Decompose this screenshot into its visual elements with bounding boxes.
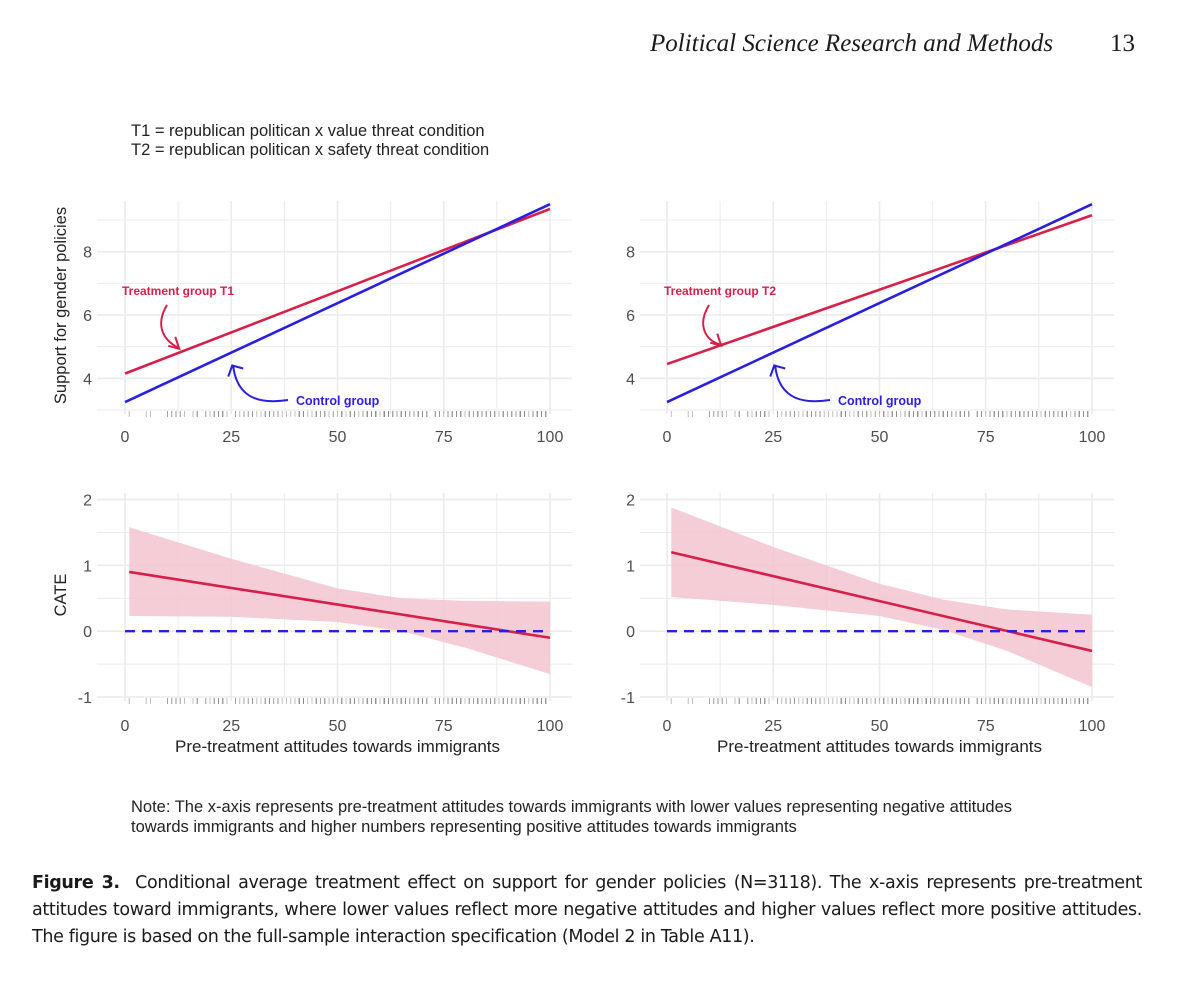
- top-right-x-tick-label: 100: [1079, 429, 1106, 446]
- top-left-series-control-line: [124, 202, 551, 404]
- bottom-right-y-tick-label: -1: [621, 690, 635, 707]
- top-left-y-tick-label: 4: [83, 371, 92, 388]
- bottom-left-y-tick-label: 0: [83, 624, 92, 641]
- top-right-annotation-control-arrow: [774, 366, 831, 403]
- top-left-annotation-control-label: Control group: [296, 394, 380, 408]
- bottom-left-x-axis-label: Pre-treatment attitudes towards immigran…: [175, 737, 500, 756]
- top-left-x-tick-label: 50: [329, 429, 347, 446]
- page-number: 13: [1110, 30, 1135, 57]
- bottom-right-y-tick-label: 2: [626, 493, 635, 510]
- top-right-y-tick-label: 4: [626, 371, 635, 388]
- bottom-right-x-tick-label: 75: [977, 718, 995, 735]
- bottom-right-x-tick-label: 50: [871, 718, 889, 735]
- figure-note-line-1: Note: The x-axis represents pre-treatmen…: [131, 798, 1013, 816]
- figure-caption-text: Conditional average treatment effect on …: [32, 873, 1142, 947]
- top-right-series-treatment-line: [666, 214, 1093, 366]
- bottom-left-x-tick-label: 0: [121, 718, 130, 735]
- top-left-y-tick-label: 6: [83, 308, 92, 325]
- top-right-annotation-treatment-arrow: [702, 304, 721, 346]
- top-left-annotation-control-arrowhead: [227, 364, 244, 377]
- bottom-right-y-tick-label: 1: [626, 558, 635, 575]
- bottom-right-confidence-band: [671, 507, 1092, 688]
- bottom-left-y-tick-label: 1: [83, 558, 92, 575]
- top-left-x-tick-label: 0: [121, 429, 130, 446]
- legend-note-t1: T1 = republican politican x value threat…: [131, 122, 485, 140]
- top-left-x-tick-label: 75: [435, 429, 453, 446]
- top-right-y-tick-label: 6: [626, 308, 635, 325]
- journal-running-head: Political Science Research and Methods: [650, 30, 1054, 57]
- bottom-left-x-tick-label: 100: [537, 718, 564, 735]
- top-right-annotation-treatment-label: Treatment group T2: [664, 284, 776, 298]
- figure-note-line-2: towards immigrants and higher numbers re…: [131, 818, 797, 836]
- top-left-y-axis-label: Support for gender policies: [52, 207, 70, 404]
- top-left-annotation-treatment-arrowhead: [167, 336, 181, 351]
- top-right-y-tick-label: 8: [626, 245, 635, 262]
- top-left-annotation-treatment-label: Treatment group T1: [122, 284, 234, 298]
- legend-note-t2: T2 = republican politican x safety threa…: [131, 141, 490, 159]
- bottom-left-y-tick-label: -1: [78, 690, 92, 707]
- top-left-y-tick-label: 8: [83, 245, 92, 262]
- top-right-x-tick-label: 75: [977, 429, 995, 446]
- bottom-right-y-tick-label: 0: [626, 624, 635, 641]
- top-left-annotation-control-arrow: [232, 366, 289, 403]
- top-right-series-control-line: [666, 202, 1093, 404]
- top-right-x-tick-label: 25: [764, 429, 782, 446]
- figure-caption-label: Figure 3.: [32, 873, 120, 893]
- bottom-left-x-tick-label: 25: [222, 718, 240, 735]
- bottom-right-x-tick-label: 25: [764, 718, 782, 735]
- bottom-left-series-treatment-line: [129, 570, 551, 640]
- top-right-x-tick-label: 50: [871, 429, 889, 446]
- top-right-annotation-treatment-arrowhead: [709, 333, 723, 348]
- top-left-x-tick-label: 100: [537, 429, 564, 446]
- bottom-right-x-tick-label: 100: [1079, 718, 1106, 735]
- bottom-left-x-tick-label: 75: [435, 718, 453, 735]
- bottom-left-x-tick-label: 50: [329, 718, 347, 735]
- bottom-right-series-treatment-line: [670, 550, 1093, 653]
- treatment-legend-note: T1 = republican politican x value threat…: [131, 122, 489, 160]
- bottom-right-x-axis-label: Pre-treatment attitudes towards immigran…: [717, 737, 1042, 756]
- bottom-left-y-axis-label: CATE: [52, 574, 70, 617]
- top-right-x-tick-label: 0: [663, 429, 672, 446]
- bottom-left-y-tick-label: 2: [83, 493, 92, 510]
- bottom-right-x-tick-label: 0: [663, 718, 672, 735]
- top-left-annotation-treatment-arrow: [160, 304, 179, 349]
- top-right-annotation-control-arrowhead: [769, 364, 786, 377]
- top-right-annotation-control-label: Control group: [838, 394, 922, 408]
- figure-caption: Figure 3. Conditional average treatment …: [32, 870, 1142, 951]
- top-left-x-tick-label: 25: [222, 429, 240, 446]
- figure-note: Note: The x-axis represents pre-treatmen…: [131, 797, 1091, 837]
- bottom-left-confidence-band: [129, 527, 550, 674]
